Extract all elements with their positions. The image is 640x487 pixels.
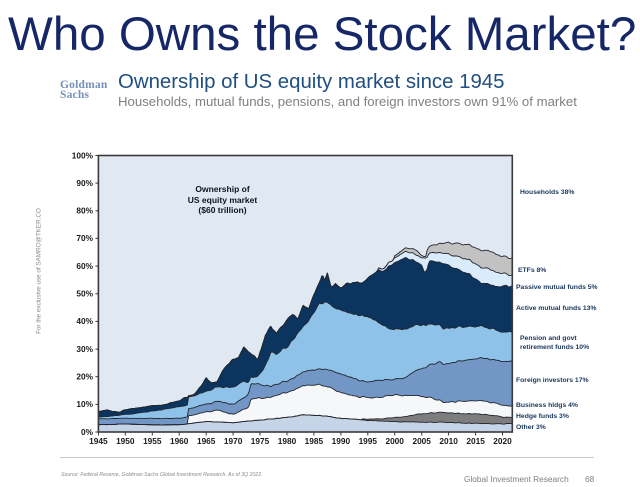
svg-text:1945: 1945: [89, 436, 108, 446]
svg-text:1990: 1990: [332, 436, 351, 446]
svg-text:1955: 1955: [143, 436, 162, 446]
svg-text:60%: 60%: [76, 261, 93, 271]
svg-text:2020: 2020: [493, 436, 512, 446]
svg-text:0%: 0%: [81, 427, 94, 437]
svg-text:30%: 30%: [76, 344, 93, 354]
svg-text:1985: 1985: [305, 436, 324, 446]
svg-text:1960: 1960: [170, 436, 189, 446]
svg-text:2005: 2005: [412, 436, 431, 446]
svg-text:50%: 50%: [76, 289, 93, 299]
svg-text:40%: 40%: [76, 316, 93, 326]
svg-text:90%: 90%: [76, 178, 93, 188]
svg-text:100%: 100%: [72, 150, 94, 160]
svg-text:2000: 2000: [385, 436, 404, 446]
svg-text:20%: 20%: [76, 372, 93, 382]
svg-text:1970: 1970: [224, 436, 243, 446]
svg-text:2015: 2015: [466, 436, 485, 446]
svg-text:1965: 1965: [197, 436, 216, 446]
svg-text:1975: 1975: [251, 436, 270, 446]
svg-text:70%: 70%: [76, 233, 93, 243]
svg-text:1995: 1995: [359, 436, 378, 446]
svg-text:1980: 1980: [278, 436, 297, 446]
svg-text:80%: 80%: [76, 206, 93, 216]
svg-text:1950: 1950: [116, 436, 135, 446]
svg-text:2010: 2010: [439, 436, 458, 446]
svg-text:10%: 10%: [76, 399, 93, 409]
